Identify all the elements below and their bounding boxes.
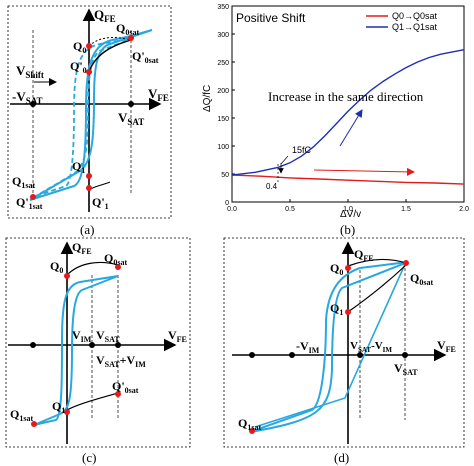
panel-c: QFE VFE Q0 Q0sat VIM VSAT VSAT+VIM Q1 Q'…	[5, 237, 191, 465]
panel-a-vsat-neg-label: -VSAT	[12, 89, 43, 106]
panel-d-q1-point	[345, 309, 351, 315]
panel-d-q0sat-point	[403, 260, 409, 266]
panel-c-q-axis-label: QFE	[72, 240, 92, 256]
panel-c-q0-label: Q0	[50, 259, 63, 275]
panel-d-q0sat-label: Q0sat	[410, 271, 433, 287]
panel-c-q1-point	[64, 409, 70, 415]
panel-a-q0-label: Q0	[73, 39, 86, 55]
panel-a-vshift-label: VShift	[16, 63, 44, 80]
y-tick-label: 150	[217, 116, 229, 123]
panel-a-loop-solid	[29, 29, 153, 201]
panel-d-q1-label: Q1	[330, 301, 343, 317]
panel-c-q0sat-label: Q0sat	[104, 251, 127, 267]
panel-c-frame	[5, 237, 191, 448]
panel-c-q0-point	[64, 273, 70, 279]
panel-d-loop	[249, 261, 409, 433]
panel-d-q1sat-label: Q1sat	[238, 416, 261, 432]
panel-c-vsat-label: VSAT	[96, 328, 120, 344]
panel-a-q1psat-label: Q'1sat	[16, 195, 43, 211]
panel-d-v-axis-label: VFE	[437, 338, 456, 354]
panel-b-ticks: 0.0 0.5 1.0 1.5 2.0 0 50 100 150 200 250 300 350	[217, 4, 469, 213]
panel-a-frame	[7, 5, 172, 219]
y-tick-label: 300	[217, 32, 229, 39]
panel-b-blue-arrow	[339, 109, 363, 147]
panel-c-v-axis-label: VFE	[168, 328, 187, 344]
panel-c-loop	[33, 275, 119, 426]
y-tick-label: 200	[217, 88, 229, 95]
panel-c-q0psat-label: Q'0sat	[112, 379, 139, 395]
panel-c-q1sat-label: Q1sat	[10, 407, 33, 423]
panel-a-q0p-point	[86, 69, 92, 75]
x-tick-label: 0.0	[227, 206, 237, 213]
panel-b-ylabel: ΔQ/fC	[202, 85, 213, 112]
x-tick-label: 2.0	[459, 206, 469, 213]
y-tick-label: 100	[217, 144, 229, 151]
panel-b-15fc-annotation: 15fC	[292, 145, 312, 155]
panel-a-q1-label: Q1	[72, 159, 85, 175]
panel-d-vsat-label: VSAT	[394, 361, 418, 377]
panel-a-q0p-label: Q'0	[70, 59, 87, 75]
panel-a-q1p-point	[86, 185, 92, 191]
panel-a-vsat-pos-label: VSAT	[118, 110, 144, 127]
panel-a-q0psat-label: Q'0sat	[132, 49, 159, 65]
panel-a-q1sat-point	[30, 194, 36, 200]
panel-b-xlabel: ΔV/v	[340, 209, 361, 220]
panel-a: QFE VFE -VSAT VSAT VShift Q0sat Q0 Q'0 Q…	[7, 5, 172, 237]
y-tick-label: 0	[225, 200, 229, 207]
x-tick-label: 0.5	[285, 206, 295, 213]
y-tick-label: 250	[217, 60, 229, 67]
panel-d-q1sat-point	[249, 428, 255, 434]
panel-d-vim-label: -VIM	[296, 339, 320, 355]
legend-entry-0: Q0→Q0sat	[392, 11, 438, 21]
panel-b-red-arrow	[313, 167, 415, 176]
panel-d: QFE VFE Q0 Q0sat Q1 -VIM VSAT-VIM VSAT Q…	[223, 237, 465, 465]
panel-a-caption: (a)	[80, 222, 94, 237]
panel-c-caption: (c)	[82, 450, 96, 465]
panel-b-plot-frame	[231, 5, 465, 203]
panel-c-q0psat-point	[115, 391, 121, 397]
y-tick-label: 50	[221, 172, 229, 179]
panel-b-legend: Q0→Q0sat Q1→Q1sat	[366, 11, 438, 32]
panel-d-caption: (d)	[334, 450, 349, 465]
panel-c-q1sat-point	[31, 421, 37, 427]
panel-d-vsatvim-label: VSAT-VIM	[350, 340, 392, 354]
panel-c-q1-label: Q1	[52, 399, 65, 415]
panel-a-q1-point	[86, 173, 92, 179]
panel-b: 0.0 0.5 1.0 1.5 2.0 0 50 100 150 200 250 300 350 Pos…	[202, 4, 469, 237]
panel-b-title: Positive Shift	[236, 11, 306, 25]
panel-b-series	[231, 49, 465, 185]
panel-a-loop-dashed	[35, 37, 135, 197]
panel-a-q0sat-point	[128, 35, 134, 41]
panel-b-caption: (b)	[340, 222, 355, 237]
legend-entry-1: Q1→Q1sat	[392, 22, 438, 32]
panel-b-increase-annotation: Increase in the same direction	[268, 89, 424, 104]
x-tick-label: 1.5	[401, 206, 411, 213]
series-line-0	[231, 174, 465, 185]
panel-a-q1sat-label: Q1sat	[12, 174, 35, 190]
panel-c-q0sat-point	[115, 264, 121, 270]
panel-d-frame	[223, 237, 465, 448]
panel-a-v-axis-label: VFE	[148, 86, 169, 103]
y-tick-label: 350	[217, 4, 229, 11]
panel-a-q0sat-label: Q0sat	[116, 21, 139, 37]
panel-d-q0-point	[345, 265, 351, 271]
panel-a-q0-point	[86, 43, 92, 49]
panel-d-q0-label: Q0	[330, 261, 343, 277]
series-line-1	[231, 49, 465, 176]
panel-c-vim-label: VIM	[72, 328, 92, 344]
panel-d-q-axis-label: QFE	[354, 247, 374, 263]
panel-a-q-axis-label: QFE	[94, 7, 116, 24]
panel-b-04-annotation: 0.4	[266, 182, 278, 191]
x-tick-label: 1.0	[343, 206, 353, 213]
panel-a-q1p-label: Q'1	[92, 195, 109, 211]
panel-c-vsatvim-label: VSAT+VIM	[96, 353, 146, 369]
